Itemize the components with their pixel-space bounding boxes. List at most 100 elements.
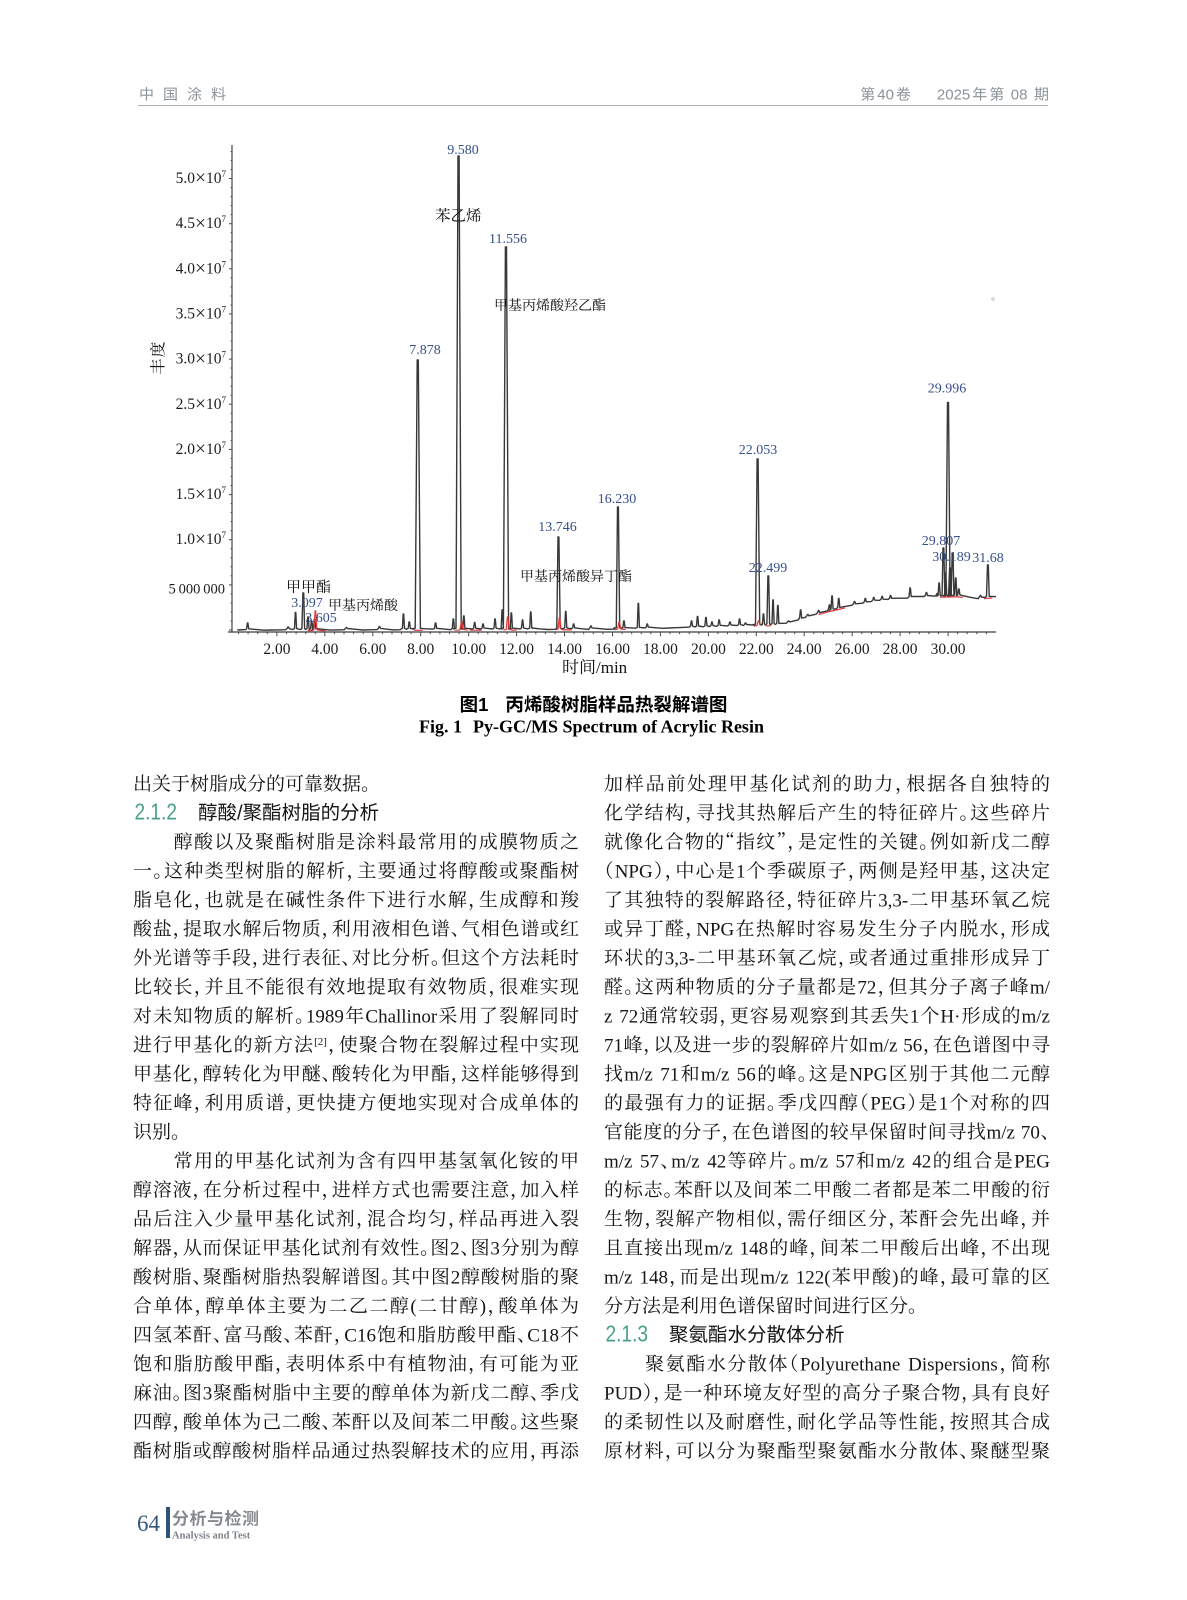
svg-text:71: 71 (604, 1035, 623, 1056)
svg-text:m/z: m/z (604, 1267, 633, 1288)
svg-text:Py-GC/MS Spectrum of Acrylic R: Py-GC/MS Spectrum of Acrylic Resin (473, 717, 764, 737)
svg-text:z: z (604, 1006, 612, 1027)
svg-text:08: 08 (1011, 87, 1028, 104)
svg-text:72: 72 (857, 977, 876, 998)
svg-text:40: 40 (877, 87, 894, 104)
svg-text:56: 56 (903, 1035, 922, 1056)
svg-text:29.996: 29.996 (928, 382, 967, 397)
svg-text:PEG: PEG (870, 1093, 906, 1114)
svg-text:m/z: m/z (624, 1064, 653, 1085)
svg-text:3.097: 3.097 (291, 596, 323, 611)
svg-text:5 000 000: 5 000 000 (168, 582, 225, 598)
svg-text:8.00: 8.00 (407, 641, 434, 658)
svg-text:56: 56 (737, 1064, 756, 1085)
svg-text:148: 148 (740, 1238, 769, 1259)
svg-text:2025: 2025 (937, 87, 970, 104)
svg-text:2.00: 2.00 (263, 641, 290, 658)
svg-text:m/z: m/z (604, 1151, 633, 1172)
svg-text:C18: C18 (527, 1325, 559, 1346)
svg-text:2.1.2: 2.1.2 (135, 798, 178, 824)
svg-text:Challinor: Challinor (365, 1006, 437, 1027)
svg-text:2.1.3: 2.1.3 (606, 1320, 649, 1346)
svg-text:1: 1 (910, 1006, 920, 1027)
svg-text:2: 2 (450, 1238, 460, 1259)
svg-text:4.00: 4.00 (311, 641, 338, 658)
svg-text:3: 3 (203, 1383, 213, 1404)
svg-text:(: ( (410, 1296, 416, 1317)
svg-text:42: 42 (707, 1151, 726, 1172)
svg-text:m/z: m/z (987, 1122, 1016, 1143)
svg-text:9.580: 9.580 (447, 143, 479, 158)
svg-text:3.0×107: 3.0×107 (176, 349, 227, 370)
svg-text:m/z: m/z (876, 1151, 905, 1172)
svg-text:m/z: m/z (800, 1151, 829, 1172)
svg-text:22.00: 22.00 (739, 641, 774, 658)
svg-text:1989: 1989 (306, 1006, 344, 1027)
svg-text:30.00: 30.00 (931, 641, 966, 658)
svg-text:PEG: PEG (1014, 1151, 1050, 1172)
svg-text:): ) (892, 1267, 898, 1288)
svg-text:16.230: 16.230 (598, 492, 637, 507)
svg-text:3,3-: 3,3- (665, 948, 695, 969)
svg-text:18.00: 18.00 (643, 641, 678, 658)
svg-text:3: 3 (490, 1238, 500, 1259)
svg-text:4.0×107: 4.0×107 (176, 259, 227, 280)
svg-text:3,3-: 3,3- (878, 890, 908, 911)
svg-text:NPG: NPG (849, 1064, 887, 1085)
svg-text:m/: m/ (1030, 977, 1051, 998)
svg-text:22.053: 22.053 (739, 443, 778, 458)
svg-text:3.605: 3.605 (305, 611, 337, 626)
svg-text:Fig. 1: Fig. 1 (419, 717, 462, 737)
svg-text:30.189: 30.189 (932, 550, 971, 565)
svg-text:Analysis and Test: Analysis and Test (172, 1531, 251, 1542)
svg-text:1: 1 (736, 861, 746, 882)
svg-text:NPG: NPG (615, 861, 653, 882)
svg-text:): ) (480, 1296, 486, 1317)
svg-text:57: 57 (836, 1151, 855, 1172)
svg-text:28.00: 28.00 (883, 641, 918, 658)
svg-text:m/z: m/z (704, 1238, 733, 1259)
svg-text:/min: /min (596, 658, 628, 677)
svg-text:70: 70 (1021, 1122, 1040, 1143)
svg-text:Dispersions: Dispersions (908, 1354, 998, 1375)
svg-text:Polyurethane: Polyurethane (800, 1354, 900, 1375)
svg-text:122(: 122( (796, 1267, 831, 1288)
svg-text:3.5×107: 3.5×107 (176, 304, 227, 325)
svg-text:12.00: 12.00 (499, 641, 534, 658)
svg-text:/: / (237, 802, 243, 824)
svg-text:71: 71 (660, 1064, 679, 1085)
svg-text:10.00: 10.00 (451, 641, 486, 658)
svg-text:148: 148 (640, 1267, 669, 1288)
svg-text:H·: H· (940, 1006, 960, 1027)
svg-text:13.746: 13.746 (538, 520, 577, 535)
svg-text:2: 2 (451, 1267, 461, 1288)
svg-text:57: 57 (640, 1151, 659, 1172)
svg-text:6.00: 6.00 (359, 641, 386, 658)
svg-text:PUD: PUD (604, 1383, 642, 1404)
svg-text:72: 72 (619, 1006, 638, 1027)
svg-text:4.5×107: 4.5×107 (176, 213, 227, 234)
svg-text:m/z: m/z (671, 1151, 700, 1172)
svg-text:11.556: 11.556 (489, 232, 527, 247)
svg-text:2.5×107: 2.5×107 (176, 394, 227, 415)
svg-text:1.5×107: 1.5×107 (176, 484, 227, 505)
svg-text:20.00: 20.00 (691, 641, 726, 658)
svg-text:64: 64 (137, 1511, 161, 1536)
svg-text:24.00: 24.00 (787, 641, 822, 658)
svg-text:14.00: 14.00 (547, 641, 582, 658)
svg-text:5.0×107: 5.0×107 (176, 168, 227, 189)
svg-text:m/z: m/z (701, 1064, 730, 1085)
svg-text:1.0×107: 1.0×107 (176, 529, 227, 550)
svg-text:2.0×107: 2.0×107 (176, 439, 227, 460)
svg-text:1: 1 (478, 694, 488, 715)
svg-text:42: 42 (912, 1151, 931, 1172)
svg-text:m/z: m/z (1022, 1006, 1051, 1027)
svg-text:1: 1 (939, 1093, 949, 1114)
svg-text:m/z: m/z (760, 1267, 789, 1288)
svg-text:[2]: [2] (314, 1036, 327, 1048)
svg-text:m/z: m/z (869, 1035, 898, 1056)
svg-text:29.807: 29.807 (922, 534, 961, 549)
svg-text:22.499: 22.499 (749, 561, 788, 576)
svg-text:16.00: 16.00 (595, 641, 630, 658)
svg-text:7.878: 7.878 (409, 343, 441, 358)
